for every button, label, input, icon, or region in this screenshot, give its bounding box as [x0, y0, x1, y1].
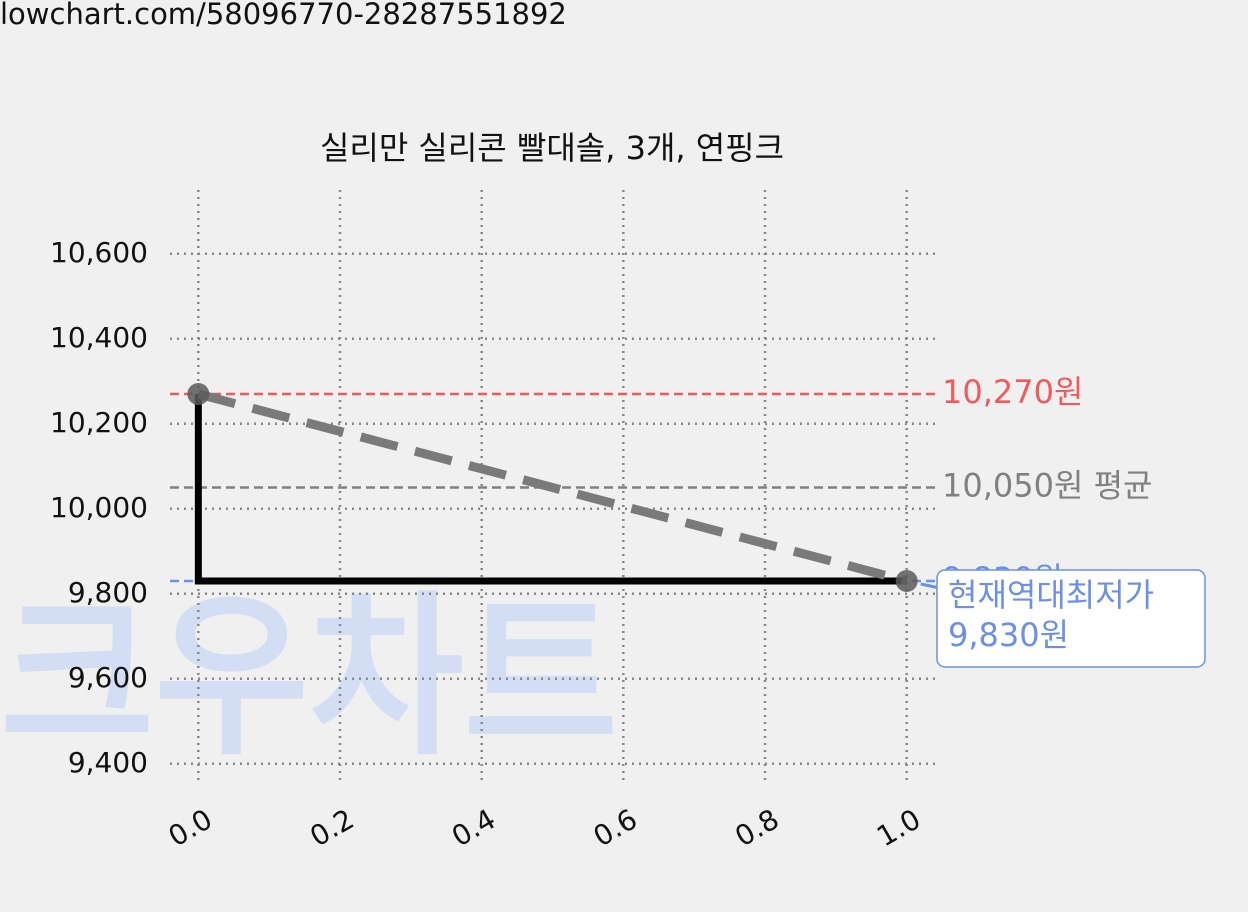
x-tick-label: 0.0: [163, 802, 218, 853]
x-tick-label: 0.6: [588, 802, 643, 853]
annotation-text: 9,830원: [948, 616, 1069, 654]
x-tick-label: 1.0: [871, 802, 926, 853]
y-tick-label: 9,400: [68, 746, 148, 779]
annotation-text: 현재역대최저가: [948, 576, 1154, 614]
y-tick-label: 10,200: [50, 406, 148, 439]
step-line: [194, 394, 907, 585]
y-tick-label: 9,600: [68, 661, 148, 694]
reference-label: 10,270원: [942, 373, 1083, 411]
y-tick-label: 10,000: [50, 491, 148, 524]
chart-title: 실리만 실리콘 빨대솔, 3개, 연핑크: [320, 129, 784, 167]
y-tick-label: 9,800: [68, 576, 148, 609]
y-tick-label: 10,400: [50, 321, 148, 354]
marker: [187, 383, 210, 405]
y-tick-label: 10,600: [50, 236, 148, 269]
reference-label: 10,050원 평균: [942, 467, 1152, 505]
annotation-box: [936, 569, 1206, 668]
source-url: lowchart.com/58096770-28287551892: [0, 0, 567, 31]
marker: [895, 570, 918, 592]
x-tick-label: 0.2: [304, 802, 359, 853]
trend-line: [197, 389, 908, 586]
x-tick-label: 0.4: [446, 802, 501, 853]
x-tick-label: 0.8: [729, 802, 784, 853]
